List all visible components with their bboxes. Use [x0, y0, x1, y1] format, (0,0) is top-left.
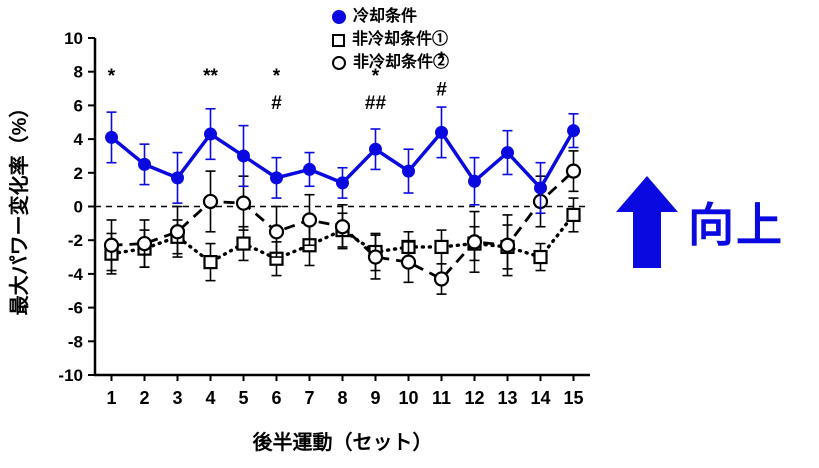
- svg-text:15: 15: [563, 388, 583, 408]
- svg-text:9: 9: [370, 388, 380, 408]
- svg-text:-2: -2: [68, 231, 83, 250]
- svg-text:10: 10: [398, 388, 418, 408]
- svg-text:*: *: [438, 49, 446, 70]
- x-axis-title: 後半運動（セット）: [253, 430, 433, 454]
- svg-text:*: *: [108, 66, 116, 87]
- legend-label-noncooling-2: 非冷却条件②: [353, 54, 450, 71]
- svg-text:-10: -10: [58, 366, 83, 385]
- series-0: [105, 106, 580, 215]
- svg-text:-6: -6: [68, 299, 83, 318]
- svg-text:5: 5: [238, 388, 248, 408]
- svg-text:**: **: [203, 66, 218, 87]
- svg-text:4: 4: [74, 130, 84, 149]
- svg-text:-8: -8: [68, 332, 83, 351]
- svg-text:10: 10: [64, 29, 83, 48]
- significance-annotations: * ** *#*##*#: [108, 49, 447, 114]
- svg-text:8: 8: [74, 63, 83, 82]
- svg-text:6: 6: [271, 388, 281, 408]
- svg-text:0: 0: [74, 198, 83, 217]
- svg-text:12: 12: [464, 388, 484, 408]
- legend-label-cooling: 冷却条件: [353, 8, 418, 25]
- legend-label-noncooling-1: 非冷却条件①: [352, 31, 449, 48]
- open-square-marker-icon: [332, 33, 345, 47]
- svg-text:-4: -4: [68, 265, 84, 284]
- series-2: [103, 150, 582, 295]
- filled-circle-marker-icon: [332, 10, 346, 24]
- svg-text:8: 8: [337, 388, 347, 408]
- legend-item-noncooling-1: 非冷却条件①: [332, 29, 449, 51]
- svg-text:*: *: [273, 66, 281, 87]
- svg-text:13: 13: [497, 388, 517, 408]
- svg-text:#: #: [436, 79, 447, 100]
- svg-text:1: 1: [106, 388, 116, 408]
- svg-text:2: 2: [74, 164, 83, 183]
- svg-text:#: #: [271, 93, 282, 114]
- improvement-label: 向上: [688, 199, 784, 251]
- improvement-indicator: 向上: [616, 176, 784, 268]
- svg-text:6: 6: [74, 96, 83, 115]
- svg-text:4: 4: [205, 388, 215, 408]
- up-arrow-icon: [616, 176, 678, 268]
- svg-text:11: 11: [432, 388, 451, 408]
- svg-text:##: ##: [365, 93, 387, 114]
- svg-text:3: 3: [172, 388, 182, 408]
- legend-item-cooling: 冷却条件: [332, 6, 449, 28]
- svg-text:*: *: [372, 66, 380, 87]
- svg-text:2: 2: [139, 388, 149, 408]
- legend-item-noncooling-2: 非冷却条件②: [332, 52, 449, 74]
- open-circle-marker-icon: [332, 56, 346, 70]
- svg-text:7: 7: [304, 388, 314, 408]
- y-axis-title: 最大パワー変化率（%）: [7, 98, 31, 316]
- legend: 冷却条件 非冷却条件① 非冷却条件②: [332, 6, 449, 74]
- svg-text:14: 14: [530, 388, 550, 408]
